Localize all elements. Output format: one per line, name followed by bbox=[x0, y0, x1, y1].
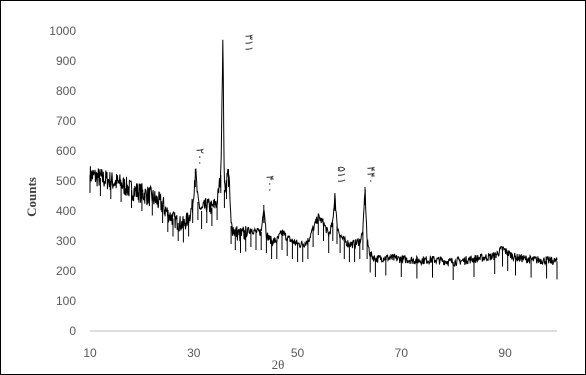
x-axis-title: 2θ bbox=[272, 357, 285, 372]
x-tick-label: 90 bbox=[498, 346, 512, 360]
peak-label: ۳۱۱ bbox=[243, 34, 256, 52]
peak-label: ۴۰۰ bbox=[263, 175, 276, 193]
peak-label: ۴۴۰ bbox=[365, 166, 378, 184]
y-tick-label: 400 bbox=[56, 204, 76, 218]
y-tick-label: 300 bbox=[56, 234, 76, 248]
peak-label: ۲۰۰ bbox=[193, 148, 206, 166]
y-tick-label: 100 bbox=[56, 294, 76, 308]
x-tick-label: 10 bbox=[83, 346, 97, 360]
y-tick-label: 600 bbox=[56, 144, 76, 158]
y-tick-label: 900 bbox=[56, 54, 76, 68]
xrd-pattern-line bbox=[89, 39, 558, 280]
y-axis-title: Counts bbox=[24, 177, 39, 217]
y-tick-labels: 0 100 200 300 400 500 600 700 800 900 1000 bbox=[49, 24, 76, 338]
y-tick-label: 700 bbox=[56, 114, 76, 128]
x-tick-label: 50 bbox=[291, 346, 305, 360]
x-tick-labels: 10 30 50 70 90 bbox=[83, 346, 512, 360]
y-tick-label: 1000 bbox=[49, 24, 76, 38]
peak-label: ۵۱۱ bbox=[335, 166, 348, 184]
y-tick-label: 800 bbox=[56, 84, 76, 98]
peak-annotations: ۲۰۰ ۳۱۱ ۴۰۰ ۵۱۱ ۴۴۰ bbox=[193, 34, 377, 193]
y-tick-label: 200 bbox=[56, 264, 76, 278]
y-tick-label: 500 bbox=[56, 174, 76, 188]
x-tick-label: 70 bbox=[395, 346, 409, 360]
x-tick-label: 30 bbox=[187, 346, 201, 360]
y-tick-label: 0 bbox=[69, 324, 76, 338]
